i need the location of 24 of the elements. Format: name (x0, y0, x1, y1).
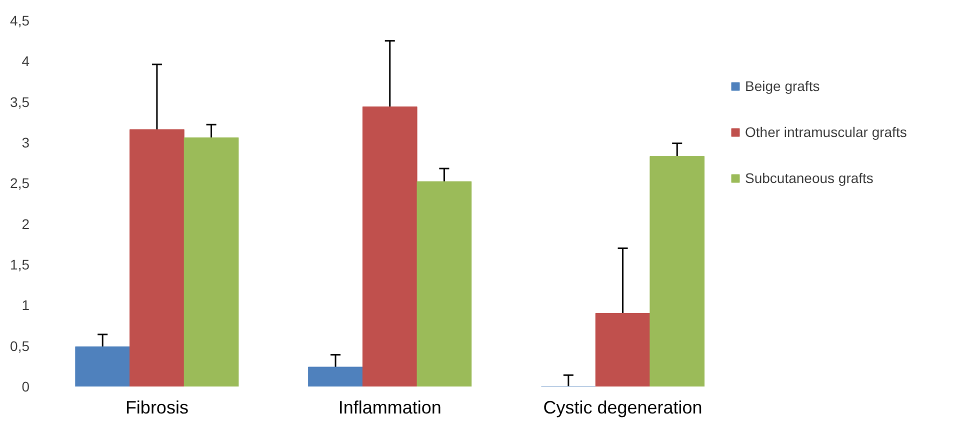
y-tick-label: 3,5 (10, 94, 30, 110)
bar (650, 156, 705, 386)
bar (308, 366, 363, 386)
bar (184, 137, 239, 386)
y-tick-label: 4,5 (10, 12, 30, 28)
y-tick-label: 4 (22, 53, 30, 70)
bar (75, 346, 130, 386)
bar (595, 313, 650, 386)
x-tick-label: Inflammation (338, 398, 442, 418)
y-tick-label: 1,5 (10, 256, 30, 272)
bar (130, 129, 184, 386)
legend-label: Beige grafts (745, 78, 820, 94)
y-tick-label: 0,5 (10, 338, 30, 354)
y-tick-label: 2 (22, 216, 30, 232)
legend-label: Subcutaneous grafts (745, 170, 874, 186)
x-tick-label: Fibrosis (125, 398, 188, 418)
y-tick-label: 2,5 (10, 175, 30, 192)
legend-label: Other intramuscular grafts (745, 124, 907, 140)
x-tick-label: Cystic degeneration (543, 398, 702, 418)
y-tick-label: 1 (22, 297, 30, 314)
y-tick-label: 0 (22, 378, 30, 394)
bar (362, 106, 418, 386)
bar (416, 181, 472, 386)
y-tick-label: 3 (22, 134, 30, 150)
